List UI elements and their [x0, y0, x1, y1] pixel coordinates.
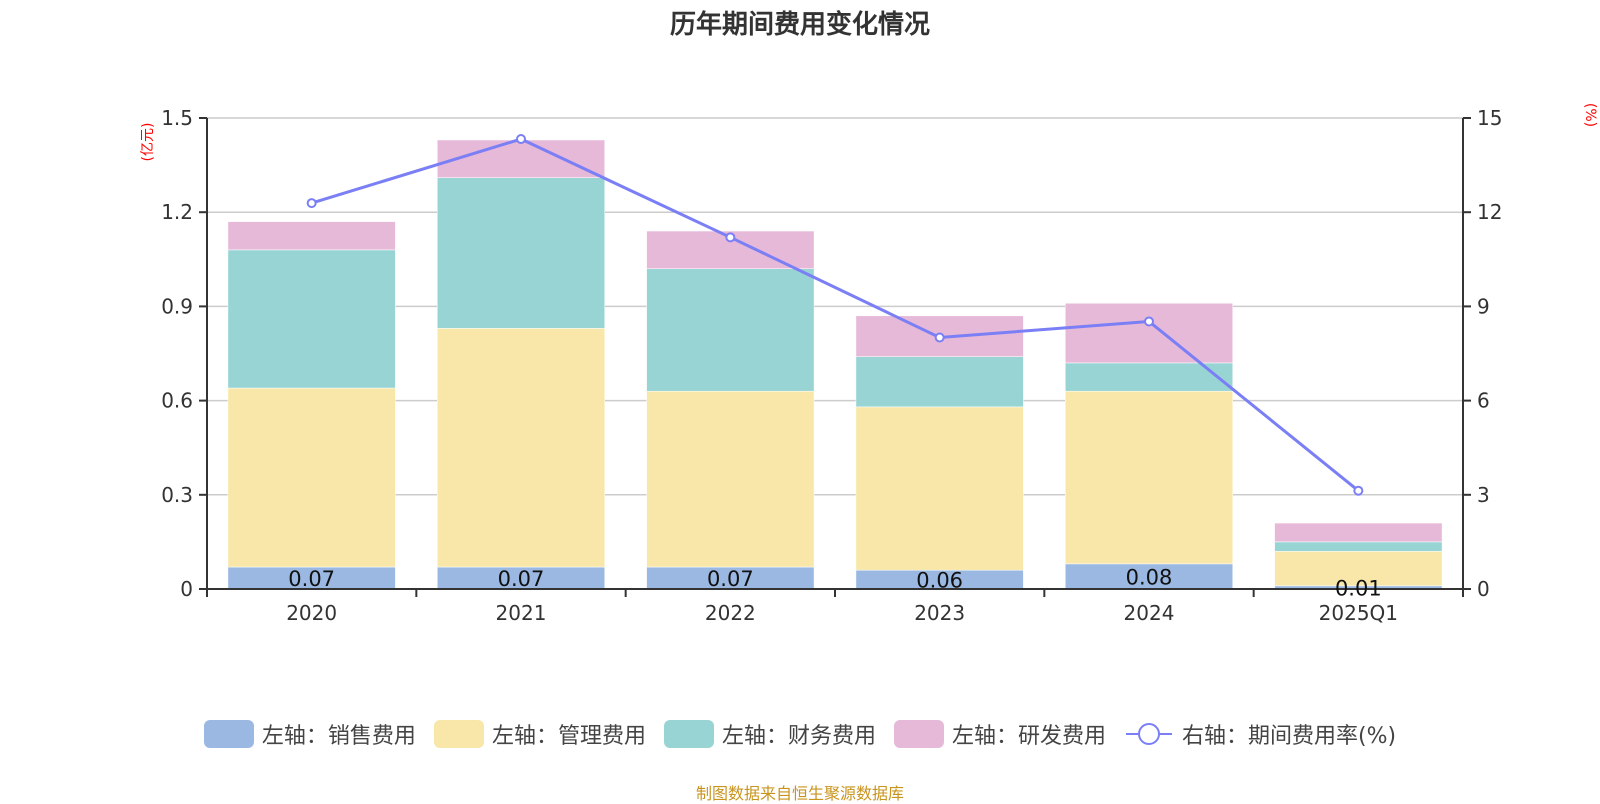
- legend-item-rnd[interactable]: 左轴：研发费用: [893, 718, 1106, 750]
- expense-rate-point: [1353, 485, 1364, 496]
- legend-label-admin: 左轴：管理费用: [491, 724, 646, 749]
- bar-segment: [646, 268, 815, 392]
- line-marker-icon: [1125, 723, 1172, 745]
- data-source-footer: 制图数据来自恒生聚源数据库: [695, 784, 904, 803]
- legend-swatch-sales: [203, 720, 254, 748]
- legend-item-admin[interactable]: 左轴：管理费用: [433, 718, 646, 750]
- legend-item-expense-rate[interactable]: 右轴：期间费用率(%): [1124, 718, 1396, 750]
- chart-title: 历年期间费用变化情况: [669, 10, 930, 40]
- legend-label-finance: 左轴：财务费用: [721, 724, 876, 749]
- expense-rate-point: [934, 332, 945, 343]
- right-axis-tick-label: 3: [1477, 483, 1490, 507]
- left-axis-unit-label: (亿元): [140, 123, 156, 162]
- bar-data-label: 0.07: [707, 567, 754, 591]
- bar-segment: [1274, 522, 1443, 543]
- legend-swatch-admin: [433, 720, 484, 748]
- legend-swatch-finance: [663, 720, 714, 748]
- legend-item-sales[interactable]: 左轴：销售费用: [203, 718, 416, 750]
- right-axis-tick-label: 0: [1477, 577, 1490, 601]
- bar-segment: [227, 387, 396, 568]
- bar-segment: [227, 249, 396, 389]
- bar-data-label: 0.08: [1126, 565, 1173, 589]
- x-axis-tick-label: 2025Q1: [1319, 601, 1398, 625]
- axes: 0 0.3 0.6 0.9 1.2 1.5 0 3 6 9 12 15 2020 2021 2022 2023…: [161, 106, 1502, 625]
- bar-segment: [1065, 563, 1233, 590]
- bar-segment: [437, 139, 605, 178]
- legend: 左轴：销售费用 左轴：管理费用 左轴：财务费用 左轴：研发费用 右轴：期间费用率…: [0, 718, 1600, 750]
- bar-segment: [437, 328, 605, 568]
- right-axis-tick-label: 12: [1477, 200, 1502, 224]
- right-axis-tick-label: 15: [1477, 106, 1502, 130]
- left-axis-tick-label: 0: [180, 577, 193, 601]
- x-axis-tick-label: 2024: [1124, 601, 1175, 625]
- left-axis-tick-label: 0.6: [161, 389, 193, 413]
- bar-data-label: 0.07: [288, 567, 335, 591]
- gridlines: [207, 117, 1463, 496]
- bar-segment: [437, 177, 605, 329]
- legend-label-expense-rate: 右轴：期间费用率(%): [1181, 724, 1397, 749]
- x-axis-tick-label: 2023: [914, 601, 965, 625]
- right-axis-tick-label: 6: [1477, 389, 1490, 413]
- legend-item-finance[interactable]: 左轴：财务费用: [663, 718, 876, 750]
- bar-segment: [227, 221, 396, 251]
- bar-segment: [855, 406, 1024, 571]
- bar-data-label: 0.07: [498, 567, 545, 591]
- left-axis-tick-label: 1.2: [161, 200, 193, 224]
- bar-data-label: 0.01: [1335, 576, 1382, 600]
- left-axis-tick-label: 0.3: [161, 483, 193, 507]
- x-axis-tick-label: 2021: [496, 601, 547, 625]
- bar-segment: [1274, 551, 1443, 587]
- right-axis-unit-label: (%): [1582, 103, 1598, 127]
- x-axis-tick-label: 2022: [705, 601, 756, 625]
- expense-rate-point: [516, 134, 526, 145]
- legend-label-rnd: 左轴：研发费用: [951, 724, 1106, 749]
- chart-canvas: 0 0.3 0.6 0.9 1.2 1.5 0 3 6 9 12 15 2020 2021 2022 2023…: [140, 103, 1598, 625]
- expense-rate-point: [1144, 316, 1154, 327]
- bar-segment: [855, 356, 1024, 408]
- bar-segment: [1065, 303, 1233, 364]
- bar-segment: [646, 390, 815, 568]
- x-axis-tick-label: 2020: [286, 601, 337, 625]
- left-axis-tick-label: 0.9: [161, 294, 193, 318]
- data-labels: 0.07 0.07 0.07 0.06 0.08 0.01: [288, 565, 1381, 600]
- legend-label-sales: 左轴：销售费用: [261, 724, 416, 749]
- line-series: [306, 134, 1364, 496]
- bar-segment: [1274, 541, 1443, 552]
- bar-series: [227, 139, 1443, 590]
- bar-segment: [1065, 390, 1233, 565]
- right-axis-tick-label: 9: [1477, 294, 1490, 318]
- expense-rate-line: [311, 137, 1360, 492]
- expense-rate-point: [306, 198, 317, 209]
- bar-data-label: 0.06: [916, 569, 963, 593]
- legend-swatch-rnd: [893, 720, 944, 748]
- left-axis-tick-label: 1.5: [161, 106, 193, 130]
- expense-rate-point: [725, 232, 736, 243]
